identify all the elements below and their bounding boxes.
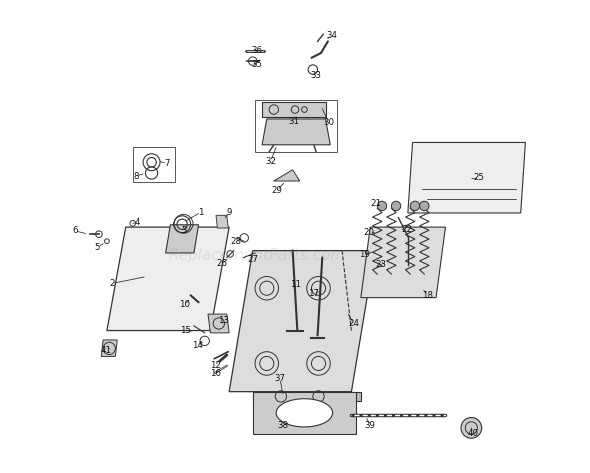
Polygon shape <box>166 225 199 253</box>
Text: 5: 5 <box>95 243 100 252</box>
Text: 37: 37 <box>274 374 286 383</box>
Polygon shape <box>408 142 526 213</box>
Text: 39: 39 <box>365 421 376 430</box>
Polygon shape <box>253 392 361 401</box>
Text: 23: 23 <box>375 260 386 269</box>
Text: 10: 10 <box>179 300 190 309</box>
Text: 8: 8 <box>133 172 139 181</box>
Text: 36: 36 <box>251 46 262 55</box>
Text: 33: 33 <box>311 71 322 80</box>
Circle shape <box>419 201 429 210</box>
Text: 11: 11 <box>290 280 301 289</box>
Text: ReplacementParts.com: ReplacementParts.com <box>169 248 346 263</box>
Text: 6: 6 <box>72 227 78 236</box>
Text: 9: 9 <box>227 208 232 217</box>
Text: 13: 13 <box>218 315 229 324</box>
Circle shape <box>410 201 419 210</box>
Text: 38: 38 <box>278 421 289 430</box>
Bar <box>253 392 356 434</box>
Text: 7: 7 <box>165 158 170 167</box>
Text: 3: 3 <box>182 227 187 236</box>
Text: 40: 40 <box>467 429 478 438</box>
Text: 2: 2 <box>109 279 114 288</box>
Circle shape <box>377 201 386 210</box>
Text: 29: 29 <box>271 186 283 195</box>
Polygon shape <box>216 215 228 228</box>
Text: 27: 27 <box>247 254 258 263</box>
Text: 25: 25 <box>474 173 485 182</box>
Text: 12: 12 <box>209 361 221 370</box>
Text: 28: 28 <box>231 236 242 245</box>
Text: 16: 16 <box>209 369 221 378</box>
Polygon shape <box>262 103 326 116</box>
Circle shape <box>461 418 481 438</box>
Polygon shape <box>361 227 445 298</box>
Circle shape <box>391 201 401 210</box>
Ellipse shape <box>276 399 333 427</box>
Text: 41: 41 <box>100 346 112 355</box>
Text: 17: 17 <box>309 289 319 298</box>
Text: 21: 21 <box>371 199 381 208</box>
Text: 34: 34 <box>326 31 337 40</box>
Text: 15: 15 <box>181 326 191 335</box>
Text: 32: 32 <box>265 157 276 166</box>
Text: 19: 19 <box>359 250 370 259</box>
Text: 1: 1 <box>198 208 204 217</box>
Polygon shape <box>274 170 300 181</box>
Text: 20: 20 <box>364 228 375 237</box>
Text: 31: 31 <box>289 117 300 126</box>
Bar <box>133 147 175 183</box>
Polygon shape <box>208 314 229 333</box>
Text: 24: 24 <box>348 319 359 328</box>
Text: 18: 18 <box>422 291 433 300</box>
Polygon shape <box>101 340 117 357</box>
Text: 14: 14 <box>192 341 203 350</box>
Polygon shape <box>229 251 375 392</box>
Polygon shape <box>262 119 330 145</box>
Text: 22: 22 <box>401 225 412 234</box>
Text: 26: 26 <box>217 259 228 268</box>
Polygon shape <box>107 227 229 331</box>
Bar <box>255 100 337 152</box>
Text: 4: 4 <box>135 218 140 227</box>
Text: 30: 30 <box>323 118 335 127</box>
Text: 35: 35 <box>251 61 262 70</box>
